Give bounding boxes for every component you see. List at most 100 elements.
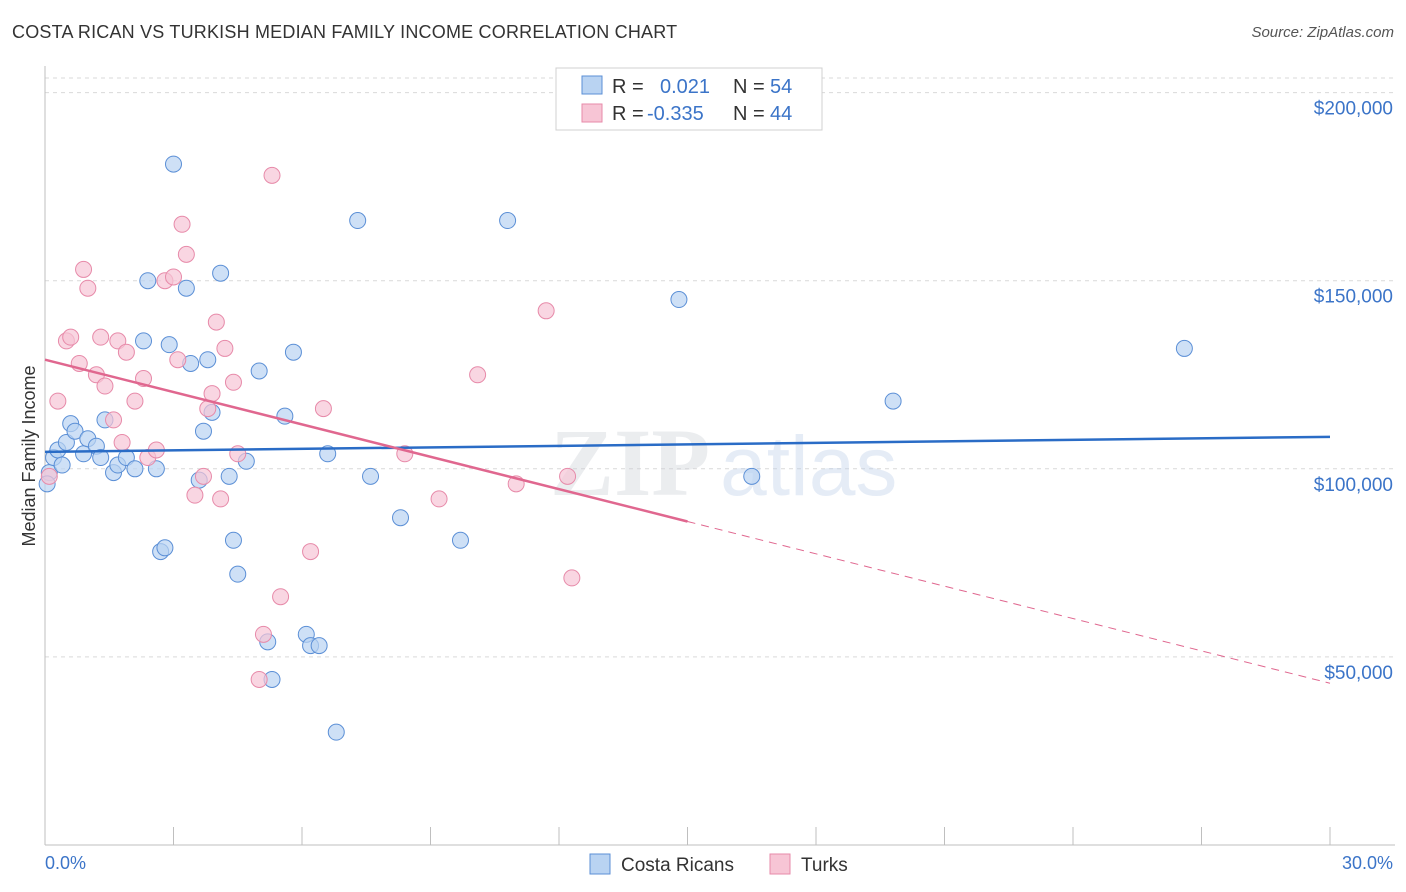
point-costa-rican [160, 336, 178, 354]
point-costa-rican [451, 531, 469, 549]
point-costa-rican [349, 212, 367, 230]
point-turk [79, 279, 97, 297]
point-turk [96, 377, 114, 395]
point-costa-rican [92, 449, 110, 467]
point-turk [430, 490, 448, 508]
point-costa-rican [499, 212, 517, 230]
point-costa-rican [392, 509, 410, 527]
correlation-legend: R = 0.021 N = 54 R = -0.335 N = 44 [555, 67, 823, 131]
gridlines: $50,000 $100,000 $150,000 $200,000 [45, 77, 1395, 684]
point-costa-rican [194, 422, 212, 440]
y-tick-label: $50,000 [1324, 663, 1393, 684]
point-turk [113, 433, 131, 451]
turks-points [40, 166, 581, 688]
point-costa-rican [224, 531, 242, 549]
chart-title: COSTA RICAN VS TURKISH MEDIAN FAMILY INC… [12, 22, 678, 42]
point-costa-rican [670, 291, 688, 309]
point-turk [302, 543, 320, 561]
x-tick-label-end: 30.0% [1342, 853, 1393, 873]
point-costa-rican [147, 460, 165, 478]
costa-ricans-points [38, 155, 1193, 741]
point-turk [194, 467, 212, 485]
series-legend: Costa Ricans Turks [589, 853, 848, 876]
point-turk [117, 343, 135, 361]
legend-n-value-2: 44 [770, 103, 792, 125]
point-turk [537, 302, 555, 320]
point-costa-rican [284, 343, 302, 361]
point-turk [75, 260, 93, 278]
legend-swatch-turks [581, 103, 603, 123]
point-turk [563, 569, 581, 587]
y-tick-label: $200,000 [1314, 99, 1393, 120]
y-tick-label: $100,000 [1314, 475, 1393, 496]
source-label: Source: ZipAtlas.com [1251, 24, 1394, 41]
point-turk [40, 467, 58, 485]
legend-n-label-1: N = [733, 76, 765, 98]
point-turk [186, 486, 204, 504]
legend-r-value-1: 0.021 [660, 76, 710, 98]
axes: 0.0% 30.0% [44, 66, 1395, 873]
point-turk [272, 588, 290, 606]
point-turk [109, 332, 127, 350]
point-costa-rican [53, 456, 71, 474]
point-costa-rican [199, 351, 217, 369]
legend-r-label-2: R = [612, 103, 644, 125]
point-costa-rican [126, 460, 144, 478]
point-costa-rican [220, 467, 238, 485]
point-turk [165, 268, 182, 286]
point-turk [169, 351, 187, 369]
legend-r-label-1: R = [612, 76, 644, 98]
point-turk [207, 313, 225, 331]
watermark-atlas: atlas [720, 419, 897, 513]
point-costa-rican [165, 155, 182, 173]
point-costa-rican [884, 392, 902, 410]
point-turk [212, 490, 230, 508]
point-costa-rican [362, 467, 380, 485]
point-turk [254, 625, 272, 643]
point-costa-rican [212, 264, 230, 282]
point-costa-rican [743, 467, 761, 485]
point-costa-rican [177, 279, 195, 297]
trend-line-turks [44, 358, 688, 523]
legend-r-value-2: -0.335 [647, 103, 704, 125]
point-turk [49, 392, 67, 410]
point-costa-rican [310, 637, 328, 655]
point-costa-rican [1175, 339, 1193, 357]
point-turk [263, 166, 281, 184]
point-turk [92, 328, 110, 346]
point-turk [105, 411, 123, 429]
trend-line-costa-ricans [44, 435, 1331, 454]
point-turk [224, 373, 242, 391]
legend-n-label-2: N = [733, 103, 765, 125]
point-turk [216, 339, 234, 357]
watermark: ZIP atlas [550, 409, 897, 516]
bottom-legend-turks: Turks [801, 855, 848, 876]
y-tick-label: $150,000 [1314, 287, 1393, 308]
point-costa-rican [156, 539, 174, 557]
point-turk [314, 400, 332, 418]
point-costa-rican [250, 362, 268, 380]
trend-line-turks [687, 520, 1331, 684]
bottom-swatch-costa-ricans [589, 853, 611, 875]
point-turk [250, 670, 268, 688]
watermark-zip: ZIP [550, 409, 710, 516]
x-tick-label-start: 0.0% [45, 853, 86, 873]
trend-lines [44, 358, 1331, 684]
point-costa-rican [139, 272, 157, 290]
y-axis-label: Median Family Income [19, 365, 39, 546]
point-turk [126, 392, 144, 410]
point-turk [62, 328, 80, 346]
point-costa-rican [229, 565, 247, 583]
point-turk [469, 366, 487, 384]
point-turk [559, 467, 577, 485]
point-costa-rican [135, 332, 153, 350]
point-turk [229, 445, 247, 463]
point-turk [173, 215, 191, 233]
point-turk [177, 245, 195, 263]
point-costa-rican [327, 723, 345, 741]
bottom-swatch-turks [769, 853, 791, 875]
legend-swatch-costa-ricans [581, 75, 603, 95]
bottom-legend-costa-ricans: Costa Ricans [621, 855, 734, 876]
legend-n-value-1: 54 [770, 76, 792, 98]
